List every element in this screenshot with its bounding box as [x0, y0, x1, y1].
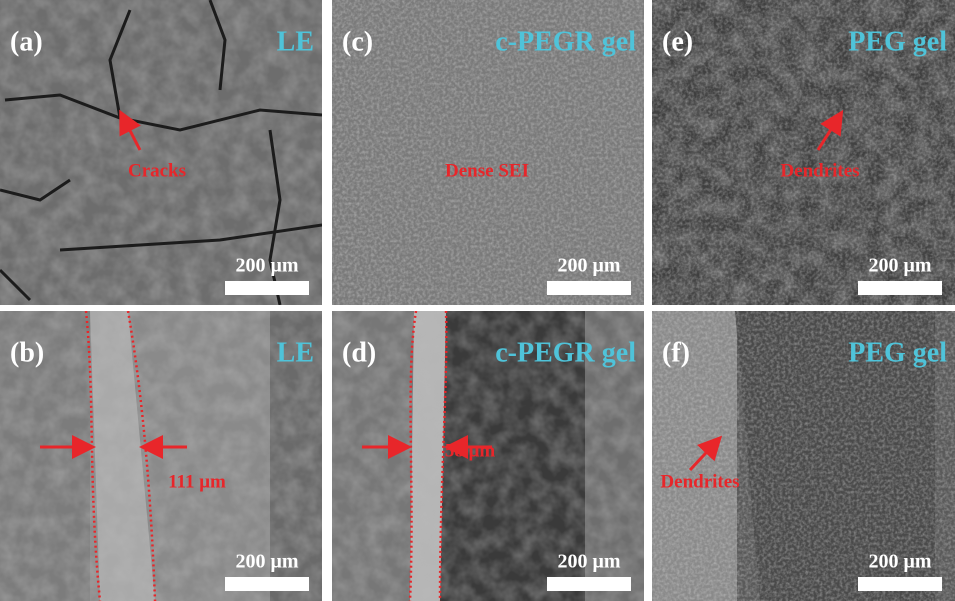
- sem-panel: (b) LE 111 μm 200 μm: [0, 311, 322, 601]
- panel-label: (f): [662, 337, 690, 368]
- annotation: 58 μm: [445, 440, 496, 461]
- scale-bar: [858, 281, 942, 295]
- annotation: Dendrites: [660, 471, 739, 492]
- panel-title: LE: [277, 26, 314, 57]
- panel-title: PEG gel: [848, 337, 947, 368]
- panel-title: c-PEGR gel: [495, 337, 636, 368]
- annotation: Dendrites: [780, 160, 859, 181]
- sem-panel: (c) c-PEGR gel Dense SEI 200 μm: [332, 0, 644, 305]
- sem-panel: (e) PEG gel Dendrites 200 μm: [652, 0, 955, 305]
- figure: (a) LE Cracks 200 μm (c) c-PEGR gel Dense SEI 2…: [0, 0, 955, 601]
- scale-bar: [547, 281, 631, 295]
- scale-bar-label: 200 μm: [236, 255, 299, 277]
- scale-bar-label: 200 μm: [558, 551, 621, 573]
- panel-label: (a): [10, 26, 43, 57]
- annotation: Dense SEI: [445, 160, 529, 181]
- panel-label: (c): [342, 26, 373, 57]
- scale-bar: [858, 577, 942, 591]
- panel-title: LE: [277, 337, 314, 368]
- panel-label: (d): [342, 337, 376, 368]
- panel-title: PEG gel: [848, 26, 947, 57]
- scale-bar: [547, 577, 631, 591]
- scale-bar-label: 200 μm: [869, 255, 932, 277]
- scale-bar-label: 200 μm: [558, 255, 621, 277]
- scale-bar: [225, 281, 309, 295]
- scale-bar: [225, 577, 309, 591]
- panel-title: c-PEGR gel: [495, 26, 636, 57]
- annotation: 111 μm: [168, 471, 226, 492]
- sem-panel: (a) LE Cracks 200 μm: [0, 0, 322, 305]
- sem-panel: (d) c-PEGR gel 58 μm 200 μm: [332, 311, 644, 601]
- scale-bar-label: 200 μm: [869, 551, 932, 573]
- panel-label: (e): [662, 26, 693, 57]
- panel-label: (b): [10, 337, 44, 368]
- annotation: Cracks: [128, 160, 186, 181]
- scale-bar-label: 200 μm: [236, 551, 299, 573]
- panels: (a) LE Cracks 200 μm (c) c-PEGR gel Dense SEI 2…: [0, 0, 955, 601]
- sem-panel: (f) PEG gel Dendrites 200 μm: [652, 311, 955, 601]
